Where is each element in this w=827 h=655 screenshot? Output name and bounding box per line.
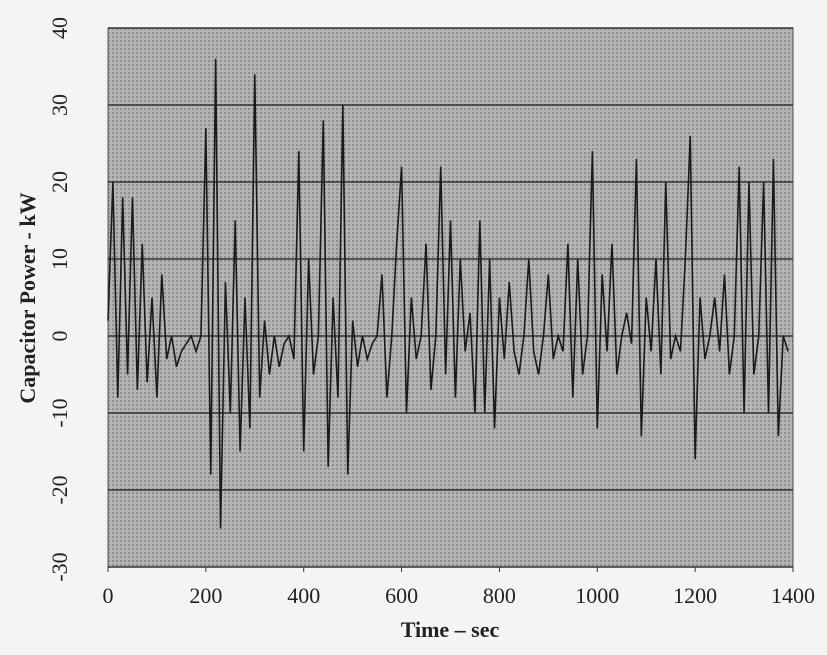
x-tick-label: 200 (189, 583, 222, 608)
y-tick-label: 40 (47, 17, 72, 39)
y-tick-label: -10 (47, 398, 72, 427)
x-axis-label: Time – sec (401, 617, 500, 642)
x-tick-label: 1200 (673, 583, 717, 608)
x-tick-label: 600 (385, 583, 418, 608)
y-axis-label: Capacitor Power - kW (15, 192, 40, 403)
y-tick-label: 20 (47, 171, 72, 193)
x-tick-label: 1000 (575, 583, 619, 608)
y-tick-label: 0 (47, 331, 72, 342)
plot-area (107, 27, 794, 568)
x-tick-label: 1400 (771, 583, 815, 608)
x-tick-label: 800 (483, 583, 516, 608)
y-tick-label: -30 (47, 552, 72, 581)
y-tick-label: -20 (47, 475, 72, 504)
y-tick-label: 30 (47, 94, 72, 116)
y-tick-label: 10 (47, 248, 72, 270)
x-tick-label: 400 (287, 583, 320, 608)
x-tick-label: 0 (103, 583, 114, 608)
data-line (107, 58, 789, 529)
